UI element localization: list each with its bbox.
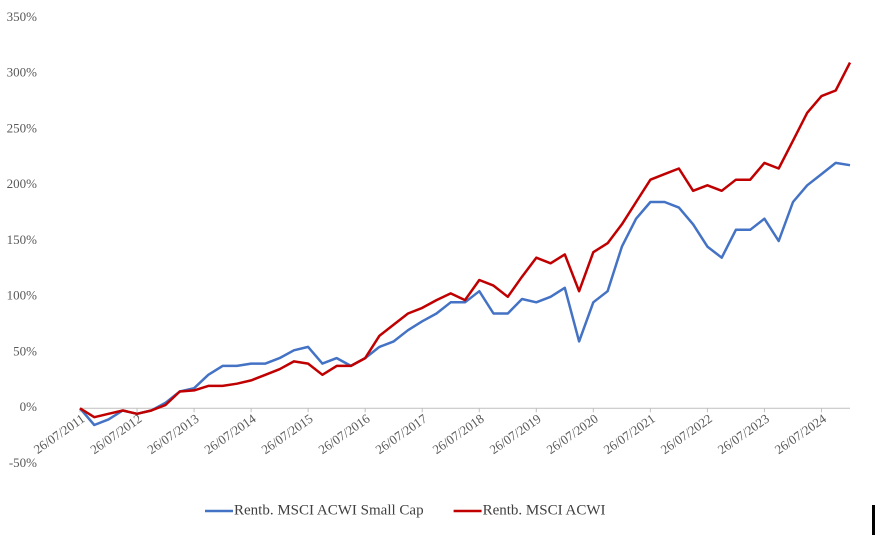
x-tick-label: 26/07/2019 [487,411,544,457]
y-tick-label: 200% [7,176,38,191]
x-tick-label: 26/07/2014 [201,411,259,458]
legend-label: Rentb. MSCI ACWI Small Cap [234,502,424,518]
y-tick-label: 350% [7,9,38,24]
y-tick-label: 300% [7,65,38,80]
x-tick-label: 26/07/2017 [373,411,431,458]
x-tick-label: 26/07/2022 [658,411,715,457]
legend-label: Rentb. MSCI ACWI [483,502,606,518]
x-tick-label: 26/07/2018 [430,411,487,457]
x-tick-label: 26/07/2015 [258,411,315,457]
x-tick-label: 26/07/2016 [315,411,373,458]
x-tick-label: 26/07/2024 [772,411,830,458]
x-tick-label: 26/07/2021 [601,411,658,457]
x-tick-label: 26/07/2020 [544,411,601,457]
x-tick-label: 26/07/2013 [144,411,201,457]
y-tick-label: 50% [13,343,37,358]
series-line [79,161,851,427]
x-tick-label: 26/07/2011 [31,411,88,457]
y-tick-label: 0% [20,399,38,414]
y-tick-label: -50% [9,455,37,470]
y-tick-label: 250% [7,120,38,135]
legend: Rentb. MSCI ACWI Small Cap Rentb. MSCI AC… [205,502,606,518]
y-tick-label: 100% [7,288,38,303]
x-tick-label: 26/07/2023 [715,411,772,457]
y-tick-label: 150% [7,232,38,247]
series-line [79,62,852,419]
cursor [872,505,875,535]
